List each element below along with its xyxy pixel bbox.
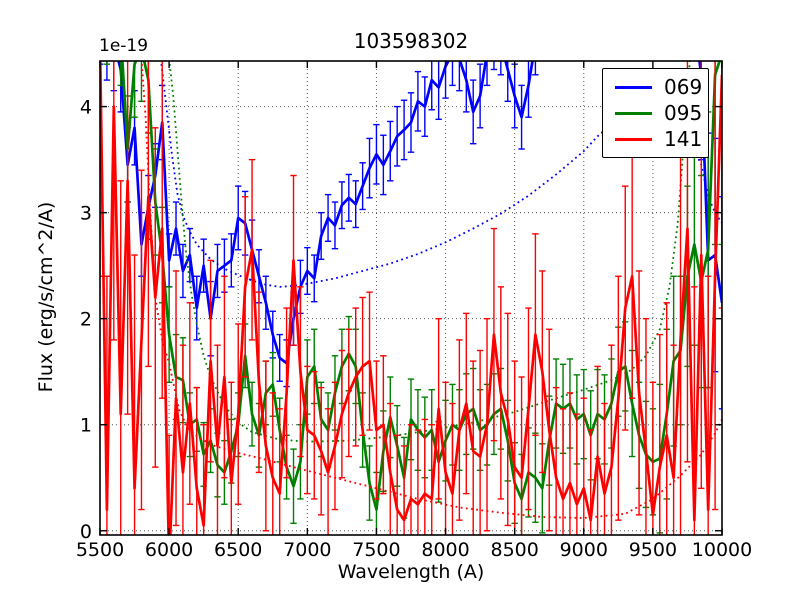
x-tick-label-6000: 6000 <box>145 539 193 561</box>
series-095-model-dotted <box>168 61 691 443</box>
y-tick-label-0: 0 <box>80 521 92 543</box>
series-069-line <box>117 61 722 365</box>
x-axis-label: Wavelength (A) <box>337 561 485 583</box>
legend-line-141 <box>615 137 652 141</box>
x-tick-label-5500: 5500 <box>76 539 124 561</box>
y-tick-label-1: 1 <box>80 415 92 437</box>
legend-label-095: 095 <box>664 101 703 125</box>
chart-title: 103598302 <box>353 29 469 53</box>
legend-label-141: 141 <box>664 127 703 151</box>
legend-entry-095: 095 <box>603 103 708 123</box>
legend: 069 095 141 <box>602 68 709 158</box>
legend-line-095 <box>615 111 652 115</box>
y-axis-label: Flux (erg/s/cm^2/A) <box>35 201 57 393</box>
x-tick-label-8000: 8000 <box>421 539 469 561</box>
y-tick-label-4: 4 <box>80 97 92 119</box>
x-tick-label-7500: 7500 <box>352 539 400 561</box>
series-141-line <box>100 61 722 535</box>
legend-entry-141: 141 <box>603 129 708 149</box>
x-tick-label-9000: 9000 <box>560 539 608 561</box>
tick-marks <box>99 61 723 535</box>
x-tick-label-10000: 10000 <box>692 539 752 561</box>
x-tick-label-6500: 6500 <box>214 539 262 561</box>
legend-label-069: 069 <box>664 75 703 99</box>
y-axis-offset-label: 1e-19 <box>99 36 149 56</box>
y-tick-label-3: 3 <box>80 203 92 225</box>
x-tick-label-9500: 9500 <box>629 539 677 561</box>
legend-entry-069: 069 <box>603 77 708 97</box>
x-tick-label-8500: 8500 <box>490 539 538 561</box>
series-069-model-dotted <box>160 61 722 288</box>
y-tick-label-2: 2 <box>80 309 92 331</box>
legend-line-069 <box>615 85 652 89</box>
x-tick-label-7000: 7000 <box>283 539 331 561</box>
axes-border <box>99 60 723 536</box>
